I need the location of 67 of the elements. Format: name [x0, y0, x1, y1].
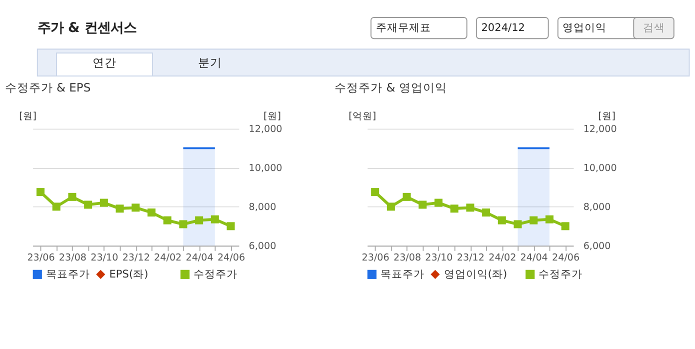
text: 주재무제표 — [376, 22, 431, 34]
point — [466, 204, 474, 212]
chart-title: 수정주가 & 영업이익 — [334, 80, 447, 94]
point — [163, 216, 172, 224]
point — [68, 192, 76, 201]
point — [545, 215, 554, 224]
legend-label: EPS(좌) — [109, 268, 148, 280]
point — [386, 202, 395, 211]
y2-tick-label: 6,000 — [583, 241, 611, 252]
point — [36, 188, 45, 196]
point — [195, 216, 204, 224]
point — [179, 220, 188, 228]
x-tick-label: 24/04 — [520, 252, 548, 264]
point — [147, 208, 156, 217]
y-axis-title: [억원] — [348, 111, 376, 122]
text: 분기 — [198, 55, 222, 70]
x-tick-label: 23/12 — [122, 252, 150, 264]
point — [514, 220, 522, 228]
y-axis-title: [원] — [19, 111, 37, 122]
x-tick-label: 24/02 — [154, 252, 182, 264]
legend-label: 수정주가 — [194, 268, 238, 280]
point — [132, 204, 140, 212]
text: 2024/12 — [481, 22, 525, 34]
x-tick-label: 23/08 — [58, 252, 87, 264]
y2-tick-label: 8,000 — [583, 202, 611, 214]
y2-tick-label: 8,000 — [248, 202, 276, 214]
x-tick-label: 23/10 — [90, 252, 118, 264]
point — [402, 192, 411, 201]
x-tick-label: 23/06 — [362, 252, 390, 264]
point — [418, 200, 427, 209]
point — [498, 216, 506, 224]
point — [434, 198, 443, 207]
legend-label: 수정주가 — [538, 268, 583, 280]
legend-label: 영업이익(좌) — [444, 268, 508, 280]
text: 주가 & 컨센서스 — [37, 20, 136, 36]
point — [561, 222, 570, 230]
x-tick-label: 24/04 — [186, 252, 214, 264]
point — [371, 188, 380, 196]
point — [450, 204, 458, 213]
legend-label: 목표주가 — [46, 268, 90, 280]
point — [482, 208, 490, 217]
y2-axis-title: [원] — [264, 111, 281, 122]
x-tick-label: 24/06 — [217, 252, 246, 264]
x-tick-label: 24/06 — [552, 252, 580, 264]
y2-tick-label: 10,000 — [583, 163, 617, 174]
x-tick-label: 24/02 — [488, 252, 516, 264]
point — [210, 215, 219, 224]
point — [116, 204, 124, 213]
point — [100, 198, 108, 207]
text: 연간 — [92, 55, 116, 70]
text: 영업이익 — [562, 22, 607, 34]
point — [226, 222, 235, 230]
y2-tick-label: 12,000 — [248, 124, 282, 136]
y2-tick-label: 10,000 — [248, 163, 282, 174]
x-tick-label: 23/08 — [393, 252, 422, 264]
x-tick-label: 23/12 — [456, 252, 484, 264]
legend-label: 목표주가 — [380, 268, 425, 280]
x-tick-label: 23/06 — [27, 252, 55, 264]
chart-title: 수정주가 & EPS — [4, 80, 91, 94]
x-tick-label: 23/10 — [425, 252, 453, 264]
y2-tick-label: 6,000 — [248, 241, 276, 252]
y2-axis-title: [원] — [598, 111, 616, 122]
point — [52, 202, 60, 211]
y2-tick-label: 12,000 — [583, 124, 617, 136]
point — [530, 216, 538, 224]
point — [84, 200, 92, 209]
text: 검색 — [642, 22, 665, 34]
